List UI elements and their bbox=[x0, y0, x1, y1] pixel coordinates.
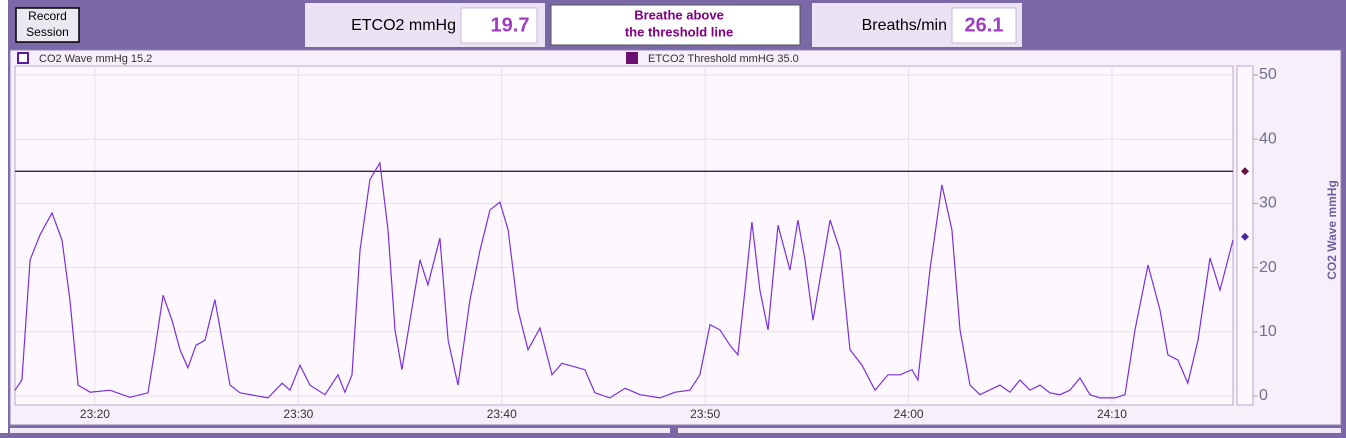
y-tick-label: 20 bbox=[1259, 259, 1277, 276]
etco2-box bbox=[460, 7, 538, 44]
x-tick-label: 23:50 bbox=[690, 407, 720, 421]
bottom-panel bbox=[678, 428, 1341, 438]
y-tick-label: 30 bbox=[1259, 195, 1277, 212]
x-tick-label: 23:20 bbox=[80, 407, 110, 421]
legend-label: CO2 Wave mmHg 15.2 bbox=[39, 53, 152, 65]
legend-label: ETCO2 Threshold mmHG 35.0 bbox=[648, 53, 799, 65]
plot-area bbox=[14, 65, 1234, 406]
record-label: Record bbox=[28, 9, 67, 23]
breaths-value: 26.1 bbox=[965, 14, 1004, 36]
x-tick-label: 24:00 bbox=[894, 407, 924, 421]
side-marker bbox=[1241, 232, 1249, 241]
breaths-box bbox=[951, 7, 1017, 44]
side-marker bbox=[1241, 167, 1249, 176]
left-strip bbox=[0, 0, 8, 433]
co2-wave bbox=[14, 161, 1234, 399]
record-button[interactable] bbox=[15, 7, 80, 43]
legend-swatch bbox=[17, 52, 29, 64]
message: Breathe above bbox=[634, 7, 724, 22]
etco2-value: 19.7 bbox=[491, 14, 530, 36]
y-tick-label: 40 bbox=[1259, 130, 1277, 147]
x-tick-label: 24:10 bbox=[1097, 407, 1127, 421]
etco2-label: ETCO2 mmHg bbox=[351, 17, 456, 34]
message: the threshold line bbox=[625, 24, 733, 39]
y-tick-label: 50 bbox=[1259, 66, 1277, 83]
message-box bbox=[550, 4, 801, 46]
legend-swatch bbox=[626, 52, 638, 64]
y-tick-label: 10 bbox=[1259, 323, 1277, 340]
x-tick-label: 23:40 bbox=[487, 407, 517, 421]
y-axis-title: CO2 Wave mmHg bbox=[1325, 180, 1339, 280]
record-label: Session bbox=[26, 25, 69, 39]
bottom-panel bbox=[10, 428, 670, 438]
y-tick-label: 0 bbox=[1259, 387, 1268, 404]
x-tick-label: 23:30 bbox=[283, 407, 313, 421]
breaths-label: Breaths/min bbox=[862, 17, 947, 34]
